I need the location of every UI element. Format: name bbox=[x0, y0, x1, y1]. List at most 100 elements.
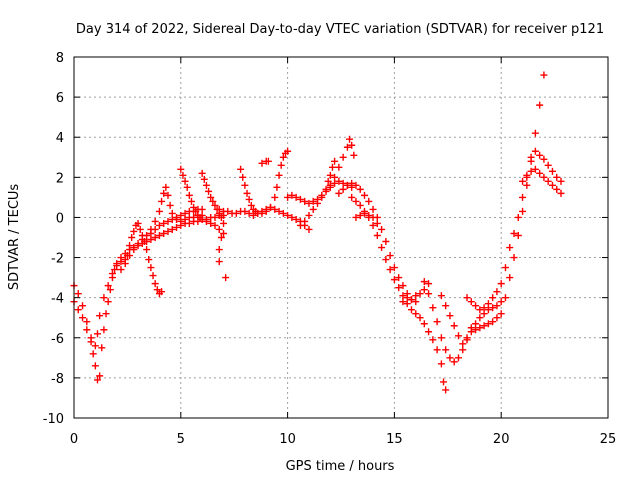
data-point bbox=[160, 219, 168, 227]
data-point bbox=[365, 211, 373, 219]
data-point bbox=[128, 234, 136, 241]
data-point bbox=[241, 181, 249, 189]
data-point bbox=[190, 213, 198, 221]
data-point bbox=[241, 207, 249, 215]
data-point bbox=[89, 350, 97, 358]
x-tick-labels: 0 5 10 15 20 25 bbox=[70, 432, 616, 447]
data-point bbox=[328, 163, 336, 171]
data-point bbox=[467, 328, 475, 336]
data-point bbox=[335, 177, 343, 185]
data-point bbox=[497, 310, 505, 318]
data-point bbox=[183, 183, 191, 191]
data-point bbox=[437, 334, 445, 342]
data-point bbox=[158, 288, 166, 296]
y-tick-label: 2 bbox=[56, 171, 64, 186]
data-point bbox=[130, 244, 138, 252]
data-point bbox=[356, 201, 364, 209]
data-point bbox=[442, 302, 450, 310]
data-point bbox=[440, 378, 448, 386]
data-point bbox=[164, 191, 172, 199]
data-point bbox=[480, 322, 488, 330]
data-point bbox=[239, 173, 247, 181]
data-point bbox=[104, 298, 112, 306]
data-point bbox=[288, 213, 296, 221]
data-point bbox=[96, 372, 104, 380]
data-point bbox=[399, 292, 407, 300]
data-point bbox=[121, 260, 129, 268]
data-point bbox=[224, 207, 232, 215]
data-point bbox=[108, 270, 116, 278]
data-point bbox=[309, 205, 317, 213]
data-point bbox=[523, 171, 531, 179]
data-point bbox=[536, 101, 544, 109]
data-point bbox=[420, 320, 428, 328]
data-point bbox=[527, 167, 535, 175]
data-point bbox=[301, 197, 309, 205]
data-point bbox=[403, 294, 411, 302]
data-point bbox=[237, 165, 245, 173]
data-point bbox=[305, 211, 313, 219]
data-point bbox=[339, 153, 347, 161]
data-point bbox=[467, 298, 475, 306]
data-point bbox=[279, 209, 287, 217]
data-point bbox=[395, 274, 403, 282]
data-point bbox=[553, 185, 561, 193]
data-point bbox=[331, 179, 339, 187]
data-point bbox=[407, 306, 415, 314]
data-point bbox=[74, 306, 82, 314]
data-point bbox=[151, 234, 159, 241]
data-point bbox=[217, 234, 225, 241]
data-point bbox=[192, 207, 200, 215]
data-point bbox=[215, 205, 223, 213]
y-tick-label: 4 bbox=[56, 131, 64, 146]
data-point bbox=[506, 244, 514, 252]
data-point bbox=[489, 304, 497, 312]
data-point bbox=[484, 300, 492, 308]
data-point bbox=[305, 199, 313, 207]
data-point bbox=[173, 223, 181, 231]
data-point bbox=[284, 211, 292, 219]
data-point bbox=[442, 346, 450, 354]
data-point bbox=[390, 276, 398, 284]
data-point bbox=[369, 205, 377, 213]
data-point bbox=[155, 207, 163, 215]
data-point bbox=[194, 217, 202, 225]
data-point bbox=[412, 298, 420, 306]
x-tick-label: 20 bbox=[493, 432, 510, 447]
data-point bbox=[93, 376, 101, 384]
data-point bbox=[540, 173, 548, 181]
data-point bbox=[130, 227, 138, 235]
data-point bbox=[185, 219, 193, 227]
data-point bbox=[284, 193, 292, 201]
data-point bbox=[433, 318, 441, 326]
data-point bbox=[519, 177, 527, 185]
data-point bbox=[510, 254, 518, 262]
data-point bbox=[147, 264, 155, 272]
data-point bbox=[489, 294, 497, 302]
data-point bbox=[399, 282, 407, 290]
data-point bbox=[399, 298, 407, 306]
data-point bbox=[407, 296, 415, 304]
data-point bbox=[472, 320, 480, 328]
data-point bbox=[446, 354, 454, 362]
data-point bbox=[484, 320, 492, 328]
data-point bbox=[497, 298, 505, 306]
data-point bbox=[91, 342, 99, 350]
data-point bbox=[544, 161, 552, 169]
data-point bbox=[425, 328, 433, 336]
data-point bbox=[348, 141, 356, 149]
data-point bbox=[476, 314, 484, 322]
data-point bbox=[314, 199, 322, 207]
data-point bbox=[162, 183, 170, 191]
data-point bbox=[198, 169, 206, 177]
data-point bbox=[271, 193, 279, 201]
data-point bbox=[181, 209, 189, 217]
data-point bbox=[425, 290, 433, 298]
data-point bbox=[433, 346, 441, 354]
data-point bbox=[215, 225, 223, 233]
y-tick-label: 6 bbox=[56, 91, 64, 106]
data-point bbox=[442, 386, 450, 394]
x-tick-label: 10 bbox=[279, 432, 296, 447]
data-point bbox=[140, 238, 148, 246]
